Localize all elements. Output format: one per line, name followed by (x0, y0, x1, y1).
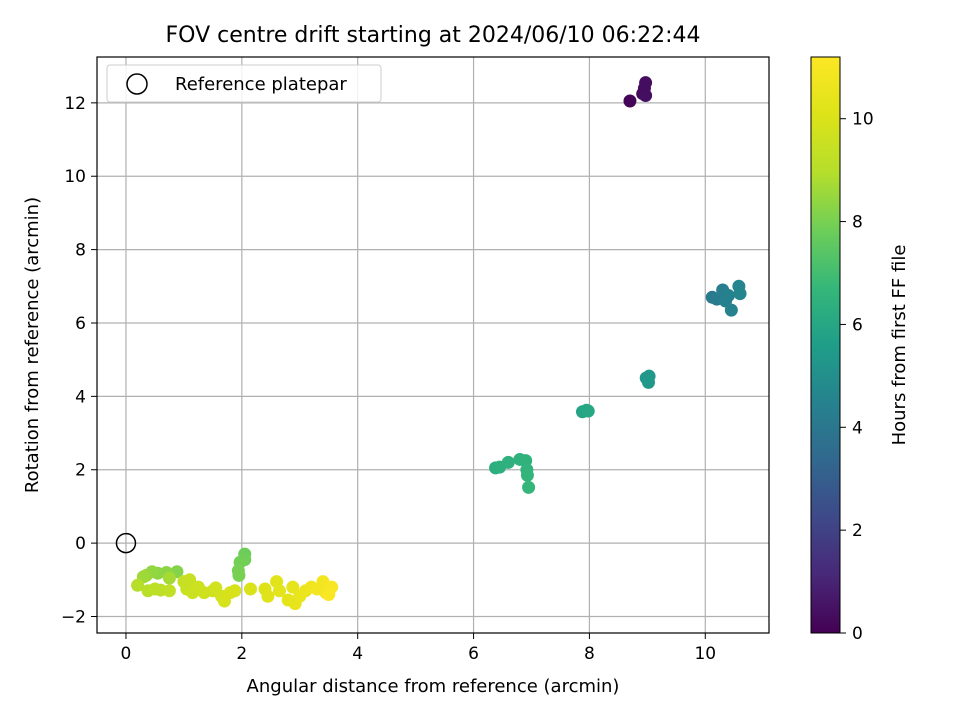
colorbar-tick-label: 8 (852, 213, 863, 233)
data-point (261, 589, 275, 603)
y-tick-label: 12 (64, 94, 86, 114)
y-tick-label: 2 (75, 461, 86, 481)
data-point (733, 287, 747, 301)
y-tick-label: 4 (75, 387, 86, 407)
colorbar-gradient (810, 56, 841, 634)
y-tick-label: 8 (75, 241, 86, 261)
colorbar: 0 2 4 6 8 10 Hours from first FF file (810, 56, 910, 644)
legend-marker-icon (126, 73, 148, 95)
colorbar-tick-label: 0 (852, 624, 863, 644)
y-axis-label: Rotation from reference (arcmin) (22, 197, 43, 493)
y-tick-label: 10 (64, 167, 86, 187)
y-tick-label: 0 (75, 534, 86, 554)
legend: Reference platepar (106, 64, 382, 103)
data-point (228, 584, 242, 598)
data-point (131, 578, 145, 592)
data-point (162, 571, 176, 585)
x-tick-label: 2 (236, 644, 247, 664)
x-tick-label: 4 (352, 644, 363, 664)
data-point (520, 468, 534, 482)
x-tick-label: 8 (584, 644, 595, 664)
data-point (724, 303, 738, 317)
x-tick-label: 0 (121, 644, 132, 664)
y-tick-label: −2 (61, 607, 86, 627)
grid (97, 57, 769, 633)
legend-box (106, 64, 382, 103)
data-point (286, 580, 300, 594)
data-point (232, 568, 246, 582)
data-point (623, 94, 637, 108)
y-axis-ticks: −2 0 2 4 6 8 10 12 (61, 94, 97, 627)
data-point (721, 288, 735, 302)
reference-marker (115, 532, 137, 554)
legend-entry: Reference platepar (175, 74, 347, 95)
data-point (639, 76, 653, 90)
x-axis-ticks: 0 2 4 6 8 10 (121, 633, 716, 664)
colorbar-label: Hours from first FF file (889, 245, 910, 446)
x-axis-label: Angular distance from reference (arcmin) (247, 676, 620, 697)
data-point (639, 89, 653, 103)
x-tick-label: 10 (694, 644, 716, 664)
data-point (244, 582, 258, 596)
data-point (162, 584, 176, 598)
colorbar-tick-label: 6 (852, 315, 863, 335)
colorbar-ticks: 0 2 4 6 8 10 (840, 110, 874, 644)
y-tick-label: 6 (75, 314, 86, 334)
data-points (131, 76, 747, 611)
data-point (272, 584, 286, 598)
colorbar-tick-label: 10 (852, 110, 874, 130)
data-point (322, 587, 336, 601)
colorbar-tick-label: 4 (852, 418, 863, 438)
reference-point (115, 532, 137, 554)
chart-title: FOV centre drift starting at 2024/06/10 … (166, 23, 701, 48)
x-tick-label: 6 (468, 644, 479, 664)
data-point (501, 455, 515, 469)
data-point (642, 375, 656, 389)
plot-frame (96, 56, 770, 634)
data-point (581, 404, 595, 418)
data-point (522, 480, 536, 494)
colorbar-tick-label: 2 (852, 521, 863, 541)
